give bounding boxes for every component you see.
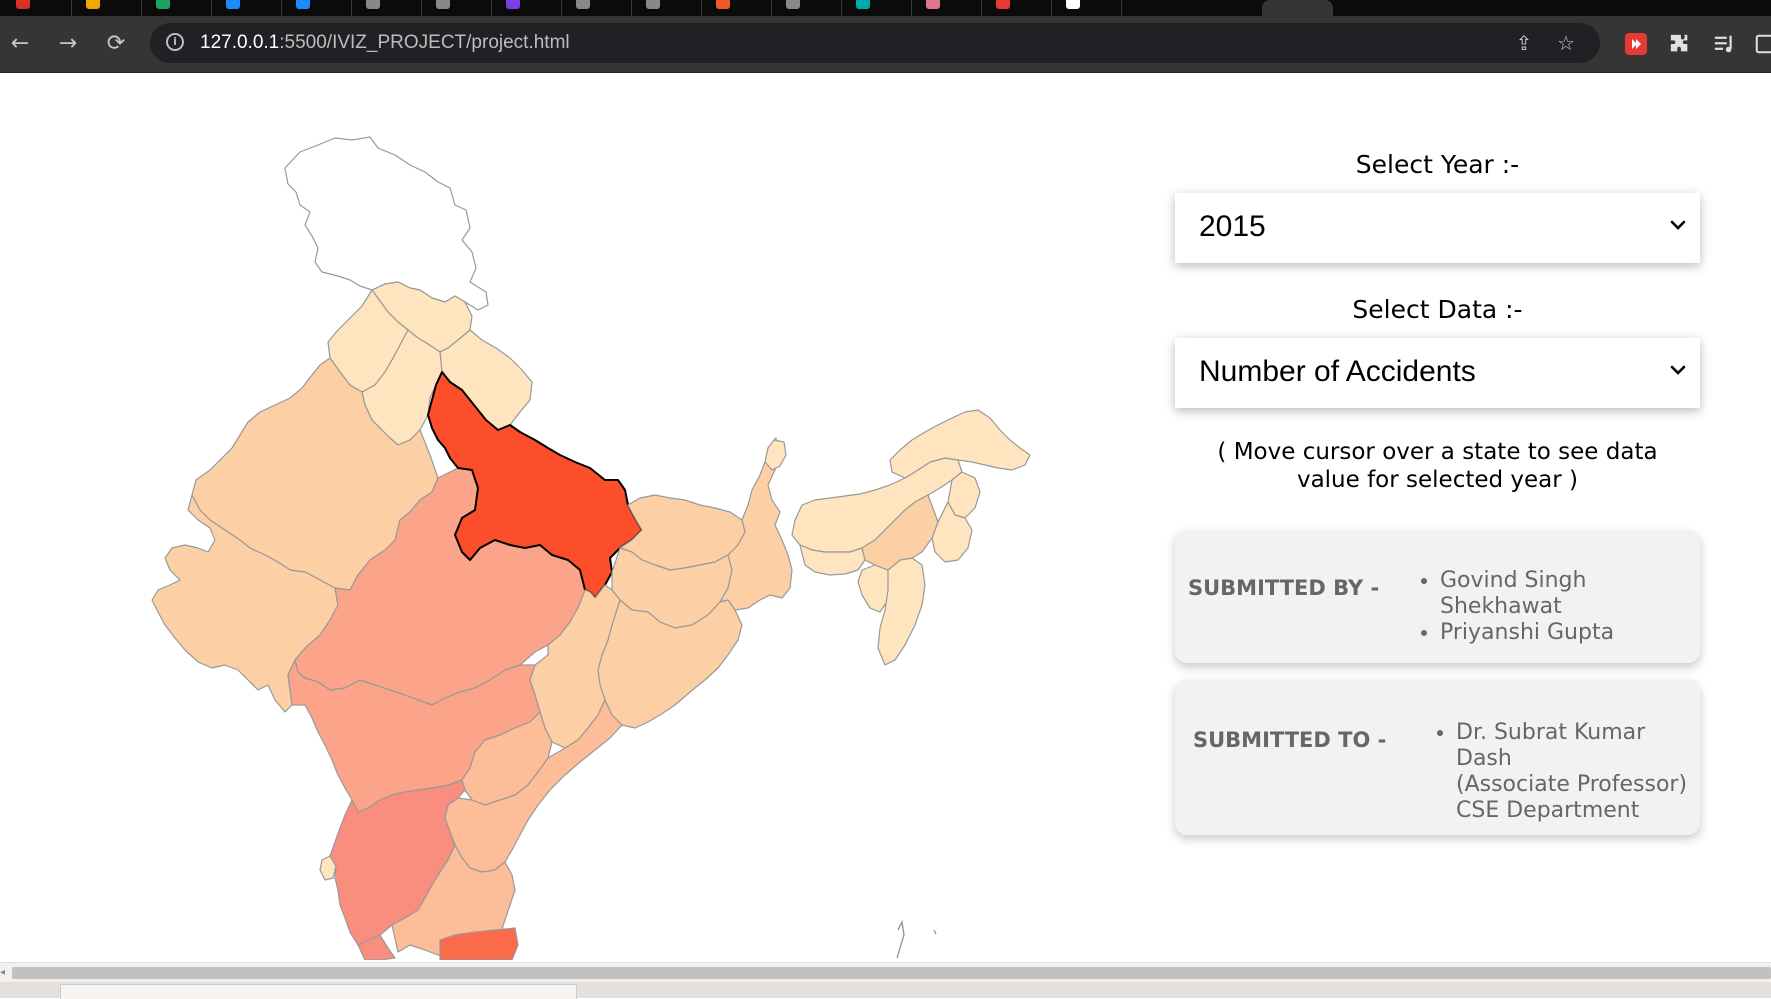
tab-favicon-icon [436, 0, 450, 9]
state-sikkim[interactable] [764, 439, 787, 471]
reload-icon[interactable]: ⟳ [106, 31, 126, 56]
browser-toolbar: ← → ⟳ i 127.0.0.1:5500/IVIZ_PROJECT/proj… [0, 16, 1771, 73]
submitter-name: Govind Singh Shekhawat [1440, 568, 1700, 620]
tab-favicon-icon [646, 0, 660, 9]
site-info-icon[interactable]: i [166, 33, 184, 51]
browser-tab-active[interactable] [1262, 0, 1333, 16]
browser-tab[interactable] [352, 0, 422, 16]
browser-tab[interactable] [632, 0, 702, 16]
controls-panel: Select Year :- 2015 Select Data :- Numbe… [1175, 150, 1700, 835]
tab-favicon-icon [576, 0, 590, 9]
tab-favicon-icon [156, 0, 170, 9]
browser-tab[interactable] [212, 0, 282, 16]
data-label: Select Data :- [1352, 295, 1523, 324]
browser-tab[interactable] [422, 0, 492, 16]
submitted-by-list: Govind Singh Shekhawat Priyanshi Gupta [1440, 568, 1700, 646]
supervisor-name: Dr. Subrat Kumar Dash [1456, 720, 1646, 771]
bookmark-star-icon[interactable]: ☆ [1557, 31, 1575, 55]
year-label: Select Year :- [1355, 150, 1520, 179]
sidebar-panel-icon[interactable] [1754, 30, 1771, 58]
tab-favicon-icon [366, 0, 380, 9]
submitter-name: Priyanshi Gupta [1440, 620, 1700, 646]
share-icon[interactable]: ⇪ [1515, 31, 1533, 55]
browser-tab[interactable] [72, 0, 142, 16]
back-arrow-icon[interactable]: ← [10, 31, 30, 56]
india-state-map[interactable] [140, 120, 1060, 961]
state-arunachal-pradesh[interactable] [889, 409, 1031, 479]
supervisor-department: CSE Department [1456, 798, 1640, 823]
hover-hint: ( Move cursor over a state to see data v… [1217, 439, 1658, 493]
taskbar-strip [0, 982, 1771, 999]
forward-arrow-icon[interactable]: → [58, 31, 78, 56]
tab-favicon-icon [786, 0, 800, 9]
year-select[interactable]: 2015 [1175, 193, 1700, 263]
address-bar[interactable]: i 127.0.0.1:5500/IVIZ_PROJECT/project.ht… [150, 23, 1600, 63]
url-path: :5500/IVIZ_PROJECT/project.html [279, 32, 570, 53]
data-select-value: Number of Accidents [1199, 355, 1476, 388]
submitted-to-card: SUBMITTED TO - Dr. Subrat Kumar Dash(Ass… [1175, 680, 1700, 835]
map-svg[interactable] [140, 120, 1060, 961]
state-assam-south[interactable] [861, 494, 939, 571]
browser-tab[interactable] [142, 0, 212, 16]
browser-tab[interactable] [982, 0, 1052, 16]
browser-tab[interactable] [912, 0, 982, 16]
tab-favicon-icon [296, 0, 310, 9]
browser-tab[interactable] [492, 0, 562, 16]
state-gujarat[interactable] [151, 494, 339, 713]
horizontal-scrollbar[interactable]: ◂ [0, 962, 1771, 983]
tab-favicon-icon [856, 0, 870, 9]
supervisor-title: (Associate Professor) [1456, 772, 1688, 797]
tab-favicon-icon [996, 0, 1010, 9]
browser-tab[interactable] [772, 0, 842, 16]
submitted-by-title: SUBMITTED BY - [1188, 576, 1380, 600]
year-select-value: 2015 [1199, 210, 1266, 243]
browser-tab[interactable] [1052, 0, 1122, 16]
taskbar-window-thumbnail[interactable] [60, 984, 577, 999]
tab-favicon-icon [716, 0, 730, 9]
submitted-by-card: SUBMITTED BY - Govind Singh Shekhawat Pr… [1175, 530, 1700, 663]
supervisor-line: Dr. Subrat Kumar Dash(Associate Professo… [1456, 720, 1700, 824]
browser-tab[interactable] [2, 0, 72, 16]
url-text[interactable]: 127.0.0.1:5500/IVIZ_PROJECT/project.html [200, 32, 570, 54]
url-host: 127.0.0.1 [200, 32, 280, 53]
browser-tab[interactable] [562, 0, 632, 16]
extensions-puzzle-icon[interactable] [1666, 30, 1694, 58]
browser-tab[interactable] [702, 0, 772, 16]
chevron-down-icon [1670, 220, 1686, 230]
tab-favicon-icon [506, 0, 520, 9]
submitted-to-title: SUBMITTED TO - [1193, 728, 1387, 752]
browser-tab[interactable] [842, 0, 912, 16]
reading-list-icon[interactable] [1710, 30, 1738, 58]
extension-red-icon[interactable] [1622, 30, 1650, 58]
tab-favicon-icon [86, 0, 100, 9]
scrollbar-thumb[interactable] [12, 967, 1771, 979]
tab-favicon-icon [16, 0, 30, 9]
state-jammu-kashmir[interactable] [284, 136, 489, 311]
data-select[interactable]: Number of Accidents [1175, 338, 1700, 408]
submitted-to-list: Dr. Subrat Kumar Dash(Associate Professo… [1456, 720, 1700, 824]
tab-favicon-icon [226, 0, 240, 9]
browser-tab-strip [0, 0, 1771, 16]
tab-favicon-icon [1066, 0, 1080, 9]
state-mizoram[interactable] [877, 557, 926, 666]
browser-tab[interactable] [282, 0, 352, 16]
andaman-islands [896, 919, 937, 959]
scroll-left-icon[interactable]: ◂ [0, 967, 6, 978]
tab-favicon-icon [926, 0, 940, 9]
chevron-down-icon [1670, 365, 1686, 375]
